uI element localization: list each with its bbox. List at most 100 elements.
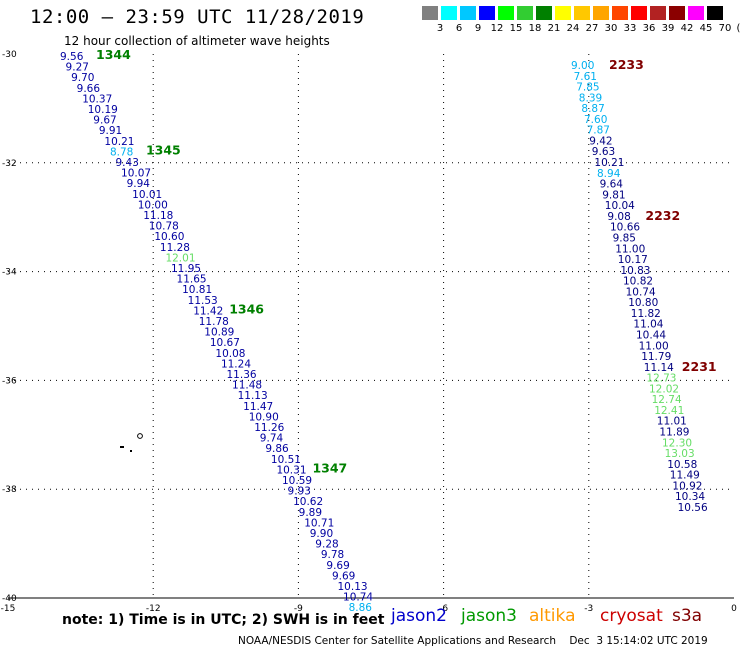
color-swatch <box>422 6 438 20</box>
wave-height-value: 11.42 <box>193 305 223 317</box>
wave-height-value: 10.44 <box>636 330 666 342</box>
legend-item-altika: altika <box>529 606 576 626</box>
lon-tick-label: -6 <box>439 604 448 614</box>
color-scale-label: 33 <box>623 23 637 34</box>
wave-height-value: 9.27 <box>66 62 89 74</box>
legend-item-jason3: jason3 <box>461 606 517 626</box>
wave-height-value: 10.90 <box>249 411 279 423</box>
wave-height-value: 9.66 <box>77 83 101 95</box>
wave-height-value: 11.36 <box>227 369 257 381</box>
color-scale-label: 12 <box>490 23 504 34</box>
color-swatch <box>574 6 590 20</box>
wave-height-value: 9.69 <box>332 570 355 582</box>
wave-height-value: 10.80 <box>628 297 658 309</box>
wave-height-value: 10.67 <box>210 337 240 349</box>
wave-height-value: 8.87 <box>581 103 604 115</box>
wave-height-value: 9.86 <box>265 443 289 455</box>
color-scale-label: 18 <box>528 23 542 34</box>
wave-height-value: 11.00 <box>615 243 645 255</box>
wave-height-value: 10.37 <box>82 93 112 105</box>
wave-height-value: 10.08 <box>215 348 245 360</box>
color-swatch <box>441 6 457 20</box>
wave-height-value: 9.78 <box>321 549 344 561</box>
island-marker <box>130 450 132 452</box>
color-scale-label: (ft) <box>736 23 740 34</box>
wave-height-value: 11.95 <box>171 263 201 275</box>
lat-tick-label: -40 <box>2 594 17 604</box>
wave-height-value: 11.00 <box>639 340 669 352</box>
color-scale-label: 3 <box>436 23 444 34</box>
wave-height-value: 10.89 <box>204 327 234 339</box>
color-scale-label: 70 <box>718 23 732 34</box>
wave-height-value: 9.64 <box>600 179 624 191</box>
wave-height-value: 9.91 <box>99 125 122 137</box>
wave-height-value: 10.74 <box>626 286 656 298</box>
color-swatch <box>612 6 628 20</box>
wave-height-value: 10.74 <box>343 592 373 604</box>
color-scale-label: 27 <box>585 23 599 34</box>
color-swatch <box>631 6 647 20</box>
lat-lon-grid <box>8 54 734 599</box>
wave-height-value: 9.81 <box>602 189 625 201</box>
legend-item-jason2: jason2 <box>391 606 447 626</box>
map-note: note: 1) Time is in UTC; 2) SWH is in fe… <box>62 612 385 628</box>
wave-height-value: 9.28 <box>315 539 338 551</box>
lon-tick-label: -12 <box>146 604 161 614</box>
wave-height-value: 9.94 <box>127 178 151 190</box>
color-scale-label: 9 <box>474 23 482 34</box>
color-swatch <box>555 6 571 20</box>
color-swatch <box>460 6 476 20</box>
wave-height-value: 10.56 <box>678 502 708 514</box>
wave-height-value: 9.08 <box>607 211 630 223</box>
wave-height-value: 8.78 <box>110 146 133 158</box>
wave-height-value: 10.19 <box>88 104 118 116</box>
color-swatch <box>479 6 495 20</box>
chart-title: 12:00 — 23:59 UTC 11/28/2019 <box>30 6 365 28</box>
wave-height-value: 11.13 <box>238 390 268 402</box>
wave-height-value: 10.78 <box>149 221 179 233</box>
lat-tick-label: -32 <box>2 159 17 169</box>
color-scale-label: 42 <box>680 23 694 34</box>
color-swatch <box>517 6 533 20</box>
wave-height-value: 11.82 <box>631 308 661 320</box>
wave-height-value: 9.67 <box>93 115 116 127</box>
wave-height-value: 11.04 <box>633 319 663 331</box>
wave-height-value: 10.00 <box>138 199 168 211</box>
color-swatch <box>688 6 704 20</box>
color-scale-label: 39 <box>661 23 675 34</box>
lon-tick-label: -3 <box>584 604 593 614</box>
wave-height-value: 10.83 <box>620 265 650 277</box>
wave-height-value: 9.70 <box>71 72 94 84</box>
wave-height-value: 8.86 <box>349 602 373 614</box>
wave-height-value: 10.82 <box>623 276 653 288</box>
pass-time-label: 1344 <box>96 47 131 62</box>
wave-height-value: 9.90 <box>310 528 333 540</box>
wave-height-value: 10.07 <box>121 168 151 180</box>
lat-tick-label: -38 <box>2 485 17 495</box>
lon-tick-label: -15 <box>1 604 16 614</box>
chart-subtitle: 12 hour collection of altimeter wave hei… <box>64 34 330 48</box>
wave-height-value: 12.01 <box>165 252 195 264</box>
wave-height-value: 11.01 <box>657 416 687 428</box>
pass-time-label: 2233 <box>609 57 644 72</box>
wave-height-value: 7.61 <box>574 71 597 83</box>
wave-height-value: 10.66 <box>610 222 640 234</box>
wave-height-value: 10.81 <box>182 284 212 296</box>
wave-height-value: 11.78 <box>199 316 229 328</box>
wave-height-value: 10.60 <box>154 231 184 243</box>
lat-tick-label: -36 <box>2 376 17 386</box>
wave-height-value: 9.56 <box>60 51 84 63</box>
color-scale-label: 36 <box>642 23 656 34</box>
wave-height-value: 10.59 <box>282 475 312 487</box>
lat-tick-label: -30 <box>2 50 17 60</box>
wave-height-value: 10.13 <box>338 581 368 593</box>
footer-credit: NOAA/NESDIS Center for Satellite Applica… <box>238 635 708 647</box>
wave-height-value: 10.04 <box>605 200 635 212</box>
wave-height-value: 10.62 <box>293 496 323 508</box>
pass-time-label: 1346 <box>229 301 264 316</box>
wave-height-value: 7.85 <box>576 82 599 94</box>
wave-height-value: 11.24 <box>221 358 251 370</box>
wave-height-value: 11.14 <box>644 362 674 374</box>
color-scale-label: 45 <box>699 23 713 34</box>
